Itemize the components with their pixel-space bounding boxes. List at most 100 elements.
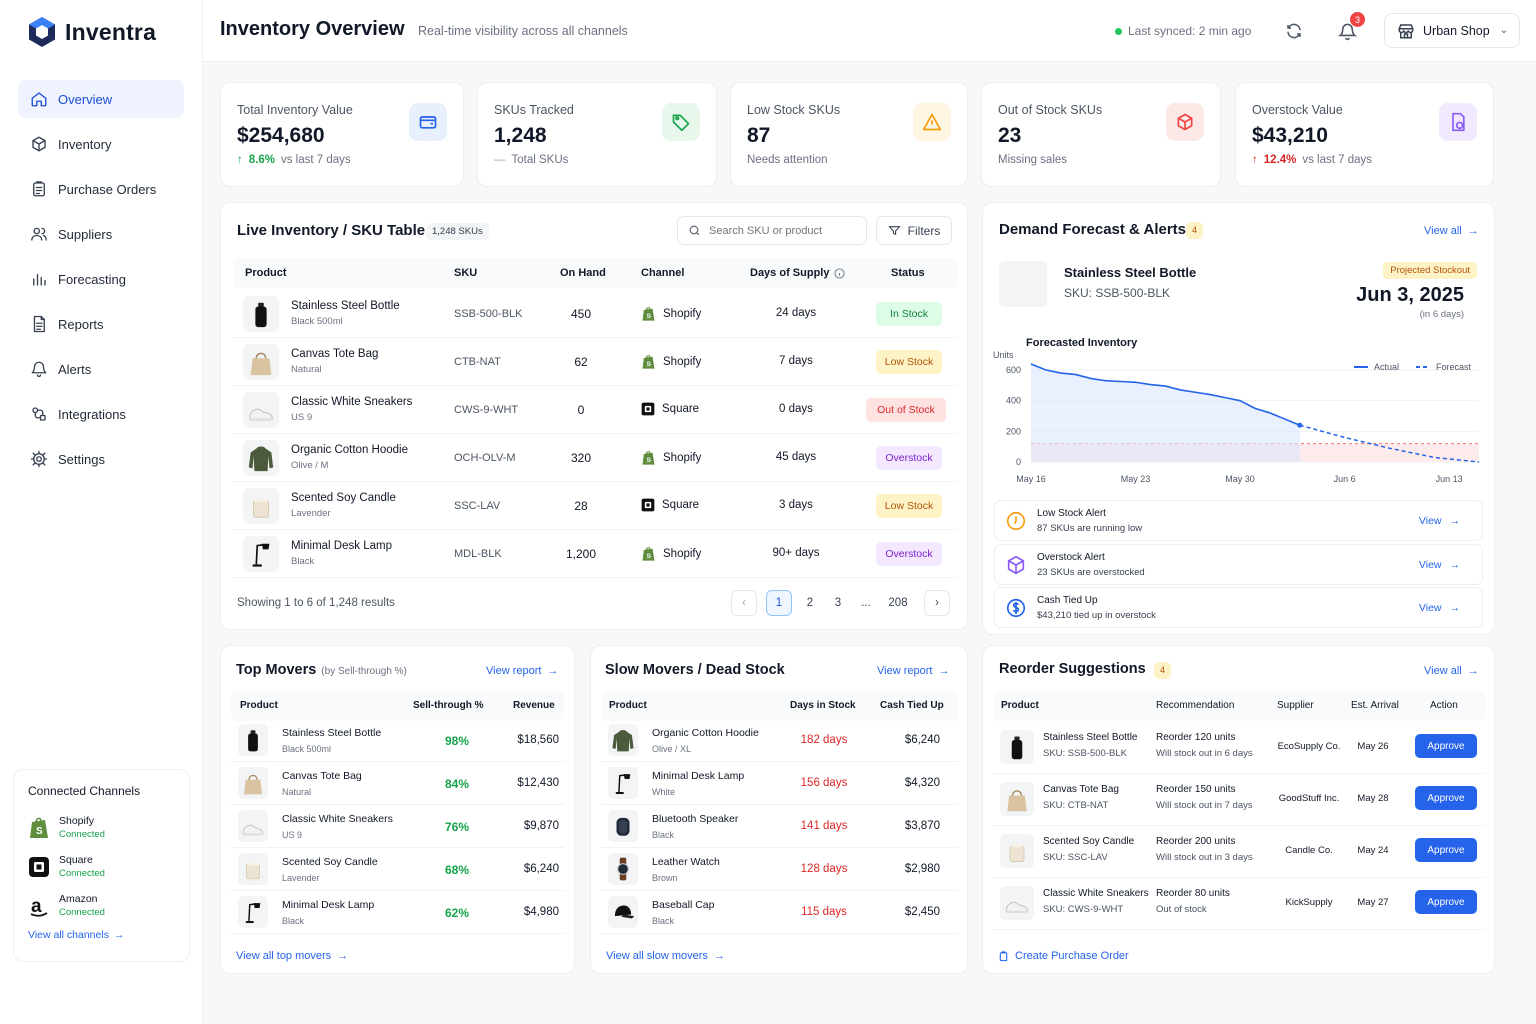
view-all-slow-movers-link[interactable]: View all slow movers →: [606, 950, 725, 962]
sell-through-pct: 76%: [444, 820, 470, 834]
sidebar-item-inventory[interactable]: Inventory: [18, 125, 184, 163]
sidebar-item-reports[interactable]: Reports: [18, 305, 184, 343]
kpi-card-skus-tracked[interactable]: SKUs Tracked 1,248 — Total SKUs: [477, 82, 717, 187]
product-variant: US 9: [291, 412, 313, 423]
approve-button[interactable]: Approve: [1415, 838, 1477, 862]
brand-name: Inventra: [65, 18, 157, 45]
table-row[interactable]: Organic Cotton Hoodie Olive / XL 182 days…: [601, 719, 958, 762]
svg-text:a: a: [31, 896, 42, 917]
approve-button[interactable]: Approve: [1415, 890, 1477, 914]
refresh-button[interactable]: [1283, 20, 1305, 42]
sell-through-pct: 84%: [444, 777, 470, 791]
sidebar-item-label: Forecasting: [58, 271, 126, 287]
chart-title: Forecasted Inventory: [1026, 337, 1138, 349]
y-tick-label: 400: [1006, 396, 1021, 406]
alert-view-link[interactable]: View →: [1419, 515, 1460, 527]
notifications-button[interactable]: 3: [1336, 12, 1365, 42]
arrow-right-icon: →: [1449, 515, 1461, 527]
logo[interactable]: Inventra: [28, 15, 156, 49]
channel-name: Shopify: [663, 548, 702, 560]
table-row[interactable]: Classic White Sneakers US 9 76% $9,870: [231, 805, 564, 848]
product-cell: Bluetooth Speaker Black: [652, 813, 738, 840]
table-row[interactable]: Bluetooth Speaker Black 141 days $3,870: [601, 805, 958, 848]
approve-button[interactable]: Approve: [1415, 786, 1477, 810]
sidebar-item-overview[interactable]: Overview: [18, 80, 184, 118]
table-row[interactable]: Baseball Cap Black 115 days $2,450: [601, 891, 958, 934]
product-variant: Lavender: [291, 508, 331, 519]
table-row[interactable]: Stainless Steel Bottle Black 500ml SSB-50…: [233, 290, 957, 338]
top-movers-report-link[interactable]: View report →: [486, 665, 558, 677]
channel-shopify[interactable]: S Shopify Connected: [28, 812, 175, 843]
kpi-footer: Missing sales: [998, 154, 1067, 166]
alert-view-link[interactable]: View →: [1419, 559, 1460, 571]
kpi-footer-text: vs last 7 days: [1302, 154, 1373, 166]
kpi-footer: Needs attention: [747, 154, 828, 166]
clipboard-icon: [999, 950, 1008, 961]
sidebar-item-settings[interactable]: Settings: [18, 440, 184, 478]
sidebar-item-alerts[interactable]: Alerts: [18, 350, 184, 388]
kpi-card-overstock-value[interactable]: Overstock Value $43,210 ↑ 12.4% vs last 7 …: [1235, 82, 1494, 187]
sidebar-item-purchase-orders[interactable]: Purchase Orders: [18, 170, 184, 208]
slow-movers-report-link[interactable]: View report →: [877, 665, 949, 677]
channel-square[interactable]: Square Connected: [28, 851, 175, 882]
table-row[interactable]: Leather Watch Brown 128 days $2,980: [601, 848, 958, 891]
wallet-icon: [419, 116, 437, 129]
alert-cash-tied-up[interactable]: Cash Tied Up $43,210 tied up in overstoc…: [994, 587, 1483, 628]
forecast-view-all-link[interactable]: View all →: [1424, 225, 1479, 237]
search-input[interactable]: [709, 224, 859, 237]
kpi-card-low-stock-skus[interactable]: Low Stock SKUs 87 Needs attention: [730, 82, 968, 187]
table-row[interactable]: Canvas Tote Bag Natural 84% $12,430: [231, 762, 564, 805]
kpi-label: SKUs Tracked: [494, 103, 574, 117]
alert-view-link[interactable]: View →: [1419, 602, 1460, 614]
shop-selector[interactable]: Urban Shop ⌄: [1384, 13, 1520, 48]
sku-code: CWS-9-WHT: [454, 404, 519, 416]
product-cell: Classic White Sneakers US 9: [291, 396, 412, 423]
page-1[interactable]: 1: [766, 590, 792, 616]
on-hand: 0: [577, 403, 585, 417]
info-icon[interactable]: [834, 267, 846, 279]
create-purchase-order-link[interactable]: Create Purchase Order: [998, 950, 1129, 962]
page-208[interactable]: 208: [888, 597, 908, 609]
sidebar-item-integrations[interactable]: Integrations: [18, 395, 184, 433]
table-row[interactable]: Scented Soy Candle Lavender 68% $6,240: [231, 848, 564, 891]
kpi-value: $43,210: [1252, 124, 1328, 147]
search-box[interactable]: [677, 216, 867, 245]
page-2[interactable]: 2: [806, 597, 814, 609]
next-page-button[interactable]: ›: [924, 590, 950, 616]
product-name: Organic Cotton Hoodie: [652, 727, 759, 739]
table-row[interactable]: Minimal Desk Lamp Black 62% $4,980: [231, 891, 564, 934]
alert-overstock-alert[interactable]: Overstock Alert 23 SKUs are overstocked …: [994, 543, 1483, 585]
table-row[interactable]: Canvas Tote Bag Natural CTB-NAT 62 S Shopi…: [233, 338, 957, 386]
col-sell-through: Sell-through %: [413, 700, 484, 711]
arrow-right-icon: →: [337, 950, 349, 962]
table-row[interactable]: Minimal Desk Lamp White 156 days $4,320: [601, 762, 958, 805]
page-3[interactable]: 3: [834, 597, 842, 609]
cash-tied-up: $4,320: [904, 777, 940, 789]
tote-icon: [1007, 790, 1027, 812]
sidebar-item-forecasting[interactable]: Forecasting: [18, 260, 184, 298]
kpi-card-out-of-stock-skus[interactable]: Out of Stock SKUs 23 Missing sales: [981, 82, 1221, 187]
filters-button[interactable]: Filters: [876, 216, 952, 245]
approve-button[interactable]: Approve: [1415, 734, 1477, 758]
recommendation: Reorder 80 units: [1156, 888, 1230, 899]
table-row[interactable]: Scented Soy Candle Lavender SSC-LAV 28 Sq…: [233, 482, 957, 530]
days-in-stock: 156 days: [800, 777, 848, 789]
channel-amazon[interactable]: a Amazon Connected: [28, 890, 175, 921]
kpi-card-total-inventory-value[interactable]: Total Inventory Value $254,680 ↑ 8.6% vs l…: [220, 82, 464, 187]
view-all-channels-link[interactable]: View all channels →: [28, 929, 175, 941]
product-cell: Canvas Tote Bag Natural: [291, 348, 378, 375]
table-row[interactable]: Stainless Steel Bottle Black 500ml 98% $1…: [231, 719, 564, 762]
prev-page-button[interactable]: ‹: [731, 590, 757, 616]
table-row[interactable]: Classic White Sneakers US 9 CWS-9-WHT 0 S…: [233, 386, 957, 434]
channel-cell: Square: [641, 498, 699, 512]
reorder-view-all-link[interactable]: View all →: [1424, 665, 1479, 677]
link-label: View all channels: [28, 929, 109, 941]
alert-low-stock-alert[interactable]: Low Stock Alert 87 SKUs are running low …: [994, 500, 1483, 541]
view-all-top-movers-link[interactable]: View all top movers →: [236, 950, 348, 962]
product-name: Bluetooth Speaker: [652, 813, 739, 825]
y-tick-label: 0: [1016, 457, 1021, 467]
table-row[interactable]: Organic Cotton Hoodie Olive / M OCH-OLV-M…: [233, 434, 957, 482]
tag-icon: [672, 114, 690, 132]
table-row[interactable]: Minimal Desk Lamp Black MDL-BLK 1,200 S Sh…: [233, 530, 957, 578]
sidebar-item-suppliers[interactable]: Suppliers: [18, 215, 184, 253]
